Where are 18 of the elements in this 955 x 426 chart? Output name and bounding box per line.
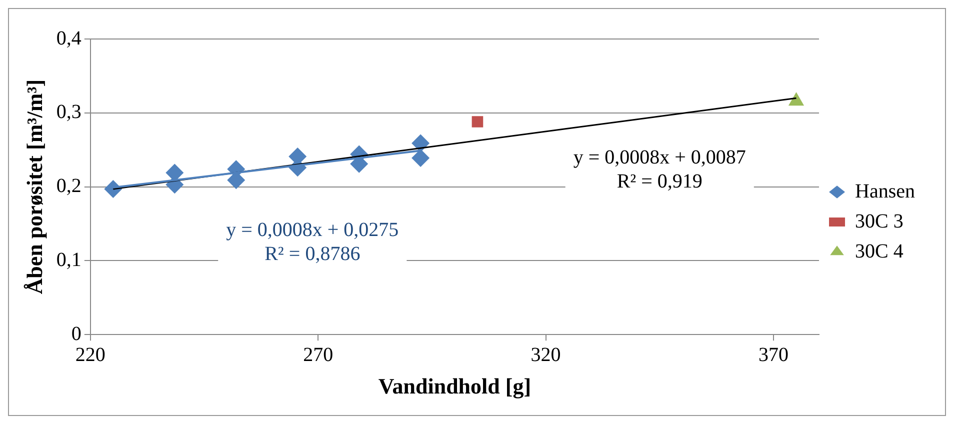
point [472, 116, 484, 128]
legend-label: Hansen [855, 180, 916, 202]
x-axis-title: Vandindhold [g] [378, 373, 532, 398]
y-axis-title: Åben porøsitet [m³/m³] [22, 79, 47, 294]
y-tick-label: 0,1 [56, 248, 82, 271]
x-tick-label: 320 [530, 344, 561, 366]
legend-label: 30C 4 [855, 240, 904, 262]
y-tick-label: 0,2 [56, 175, 82, 198]
x-tick-label: 270 [303, 344, 334, 366]
point [412, 148, 430, 167]
y-tick-label: 0,3 [56, 101, 82, 124]
x-tick-label: 220 [75, 344, 106, 366]
annotation: y = 0,0008x + 0,0275 R² = 0,8786 [226, 218, 399, 265]
annotation: y = 0,0008x + 0,0087 R² = 0,919 [573, 146, 746, 192]
y-tick-label: 0 [71, 322, 82, 345]
x-tick-label: 370 [758, 344, 788, 366]
y-tick-label: 0,4 [56, 27, 82, 50]
legend-label: 30C 3 [855, 210, 904, 232]
